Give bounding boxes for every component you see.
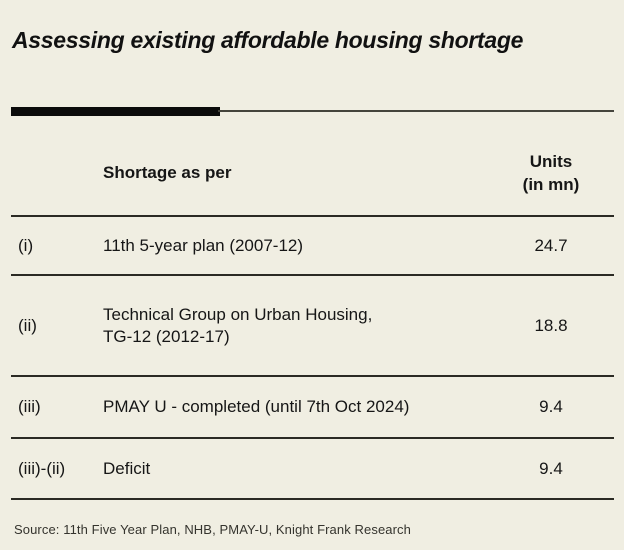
figure-title: Assessing existing affordable housing sh… bbox=[12, 27, 524, 53]
row-label: (iii) bbox=[18, 397, 41, 416]
column-header-units: Units (in mn) bbox=[491, 130, 611, 215]
accent-bar-thick bbox=[11, 107, 220, 116]
table-row: (i) 11th 5-year plan (2007-12) 24.7 bbox=[11, 217, 614, 276]
units-header-line2: (in mn) bbox=[522, 174, 580, 194]
accent-bar-thin bbox=[218, 110, 614, 112]
row-value: 18.8 bbox=[534, 315, 568, 335]
row-description: Deficit bbox=[103, 458, 151, 478]
row-label: (iii)-(ii) bbox=[18, 458, 66, 478]
column-header-shortage-as-per: Shortage as per bbox=[103, 162, 232, 182]
row-label: (i) bbox=[18, 235, 34, 255]
row-description: Technical Group on Urban Housing, TG-12 … bbox=[103, 304, 373, 346]
table-header-row: Shortage as per Units (in mn) bbox=[11, 130, 614, 217]
row-value: 24.7 bbox=[534, 235, 568, 255]
row-description: 11th 5-year plan (2007-12) bbox=[103, 235, 304, 255]
units-header-line1: Units bbox=[529, 151, 573, 171]
row-label: (ii) bbox=[18, 315, 37, 335]
table-row: (iii)-(ii) Deficit 9.4 bbox=[11, 439, 614, 500]
row-description: PMAY U - completed (until 7th Oct 2024) bbox=[103, 397, 410, 416]
table-row: (iii) PMAY U - completed (until 7th Oct … bbox=[11, 377, 614, 439]
table-row: (ii) Technical Group on Urban Housing, T… bbox=[11, 276, 614, 377]
row-value: 9.4 bbox=[539, 397, 563, 416]
row-value: 9.4 bbox=[539, 458, 563, 478]
source-credit: Source: 11th Five Year Plan, NHB, PMAY-U… bbox=[14, 522, 411, 537]
